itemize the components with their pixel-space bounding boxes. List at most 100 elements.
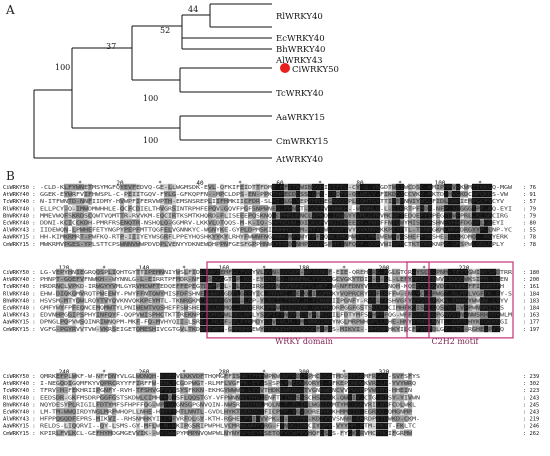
residue-shade — [264, 226, 269, 233]
residue-shade — [356, 183, 361, 191]
residue-shade — [312, 240, 317, 248]
residue-shade — [260, 297, 265, 304]
residue-shade — [428, 198, 433, 205]
residue-shade — [380, 415, 385, 422]
residue-shade — [184, 408, 189, 415]
residue-shade — [288, 283, 293, 290]
residue-shade — [452, 226, 457, 233]
residue-shade — [360, 233, 365, 241]
residue-shade — [340, 275, 345, 283]
ruler-mark: 120 — [59, 265, 70, 272]
residue-shade — [324, 372, 329, 380]
residue-shade — [376, 297, 381, 304]
residue-shade — [304, 226, 309, 233]
residue-shade — [56, 325, 61, 333]
residue-shade — [340, 233, 345, 241]
ruler-mark: * — [102, 369, 106, 376]
residue-shade — [276, 325, 281, 333]
residue-shade — [416, 190, 421, 198]
residue-shade — [368, 372, 373, 380]
residue-shade — [236, 408, 241, 415]
residue-shade — [208, 297, 213, 304]
residue-shade — [416, 240, 421, 248]
residue-shade — [444, 275, 449, 283]
residue-shade — [408, 297, 413, 304]
residue-shade — [284, 240, 289, 248]
residue-shade — [408, 318, 413, 326]
residue-shade — [76, 297, 81, 304]
residue-shade — [280, 190, 285, 198]
residue-shade — [308, 429, 313, 437]
residue-shade — [408, 401, 413, 408]
residue-shade — [244, 283, 249, 290]
residue-shade — [72, 422, 77, 430]
residue-shade — [64, 275, 69, 283]
sequence-residues: DPNGLPQPVWSQINRIWNQPM-MKF-FQ-MVHYQII-LSR… — [40, 320, 508, 326]
residue-shade — [340, 422, 345, 430]
residue-shade — [212, 297, 217, 304]
residue-shade — [332, 212, 337, 219]
residue-shade — [152, 325, 157, 333]
residue-shade — [264, 183, 269, 191]
residue-shade — [328, 190, 333, 198]
residue-shade — [140, 304, 145, 311]
residue-shade — [372, 415, 377, 422]
sequence-name: BhWRKY40 : — [3, 298, 35, 304]
residue-shade — [440, 226, 445, 233]
residue-shade — [64, 422, 69, 430]
residue-shade — [344, 240, 349, 248]
residue-shade — [136, 233, 141, 241]
residue-shade — [100, 318, 105, 326]
residue-shade — [460, 318, 465, 326]
residue-shade — [224, 401, 229, 408]
residue-shade — [284, 283, 289, 290]
residue-shade — [280, 304, 285, 311]
residue-shade — [340, 183, 345, 191]
residue-shade — [320, 183, 325, 191]
residue-shade — [172, 408, 177, 415]
residue-shade — [76, 304, 81, 311]
residue-shade — [380, 290, 385, 297]
residue-shade — [404, 429, 409, 437]
residue-shade — [148, 387, 153, 394]
residue-shade — [232, 290, 237, 297]
sequence-residues: PHNPT-GQEFVFNWKH--WYNNLG-L-EIRRTPFMDR-NF… — [40, 277, 508, 283]
residue-shade — [224, 415, 229, 422]
residue-shade — [392, 183, 397, 191]
residue-shade — [416, 268, 421, 276]
residue-shade — [368, 219, 373, 226]
residue-shade — [296, 226, 301, 233]
residue-shade — [196, 422, 201, 430]
residue-shade — [392, 297, 397, 304]
residue-shade — [372, 325, 377, 333]
residue-shade — [304, 297, 309, 304]
residue-shade — [424, 190, 429, 198]
residue-shade — [392, 318, 397, 326]
residue-shade — [64, 183, 69, 191]
residue-shade — [396, 401, 401, 408]
residue-shade — [408, 205, 413, 212]
residue-shade — [152, 379, 157, 387]
residue-shade — [396, 233, 401, 241]
residue-shade — [344, 183, 349, 191]
residue-shade — [128, 219, 133, 226]
residue-shade — [348, 198, 353, 205]
residue-shade — [184, 290, 189, 297]
residue-shade — [396, 283, 401, 290]
residue-shade — [492, 283, 497, 290]
residue-shade — [340, 240, 345, 248]
residue-shade — [384, 240, 389, 248]
residue-shade — [236, 268, 241, 276]
residue-shade — [240, 394, 245, 401]
residue-shade — [260, 429, 265, 437]
residue-shade — [352, 240, 357, 248]
residue-shade — [108, 394, 113, 401]
residue-shade — [280, 198, 285, 205]
residue-shade — [392, 226, 397, 233]
residue-shade — [288, 240, 293, 248]
residue-shade — [476, 219, 481, 226]
residue-shade — [148, 290, 153, 297]
residue-shade — [232, 268, 237, 276]
residue-shade — [272, 401, 277, 408]
residue-shade — [60, 297, 65, 304]
